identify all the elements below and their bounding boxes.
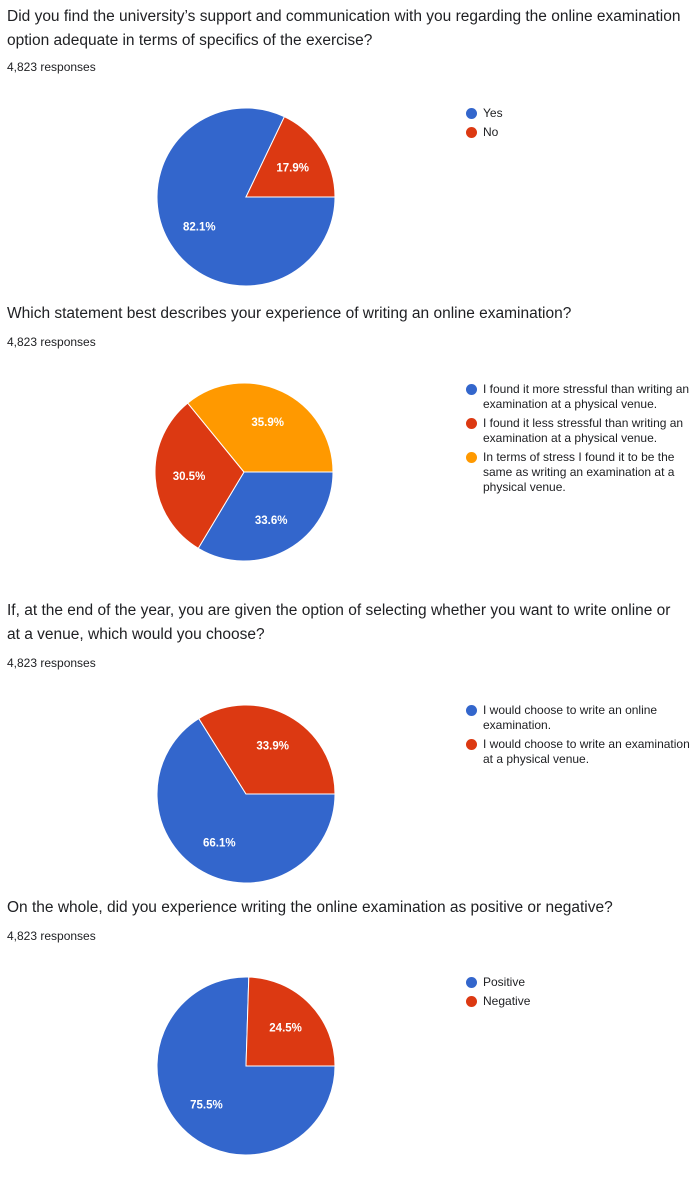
legend-item[interactable]: I would choose to write an online examin… (466, 703, 696, 733)
chart-section-2: Which statement best describes your expe… (0, 0, 700, 570)
slice-label: 24.5% (269, 1023, 302, 1035)
legend-color-dot (466, 452, 477, 463)
legend-item[interactable]: I found it more stressful than writing a… (466, 382, 696, 412)
response-count: 4,823 responses (7, 335, 96, 349)
chart-section-3: If, at the end of the year, you are give… (7, 602, 696, 884)
legend-color-dot (466, 705, 477, 716)
pie-chart: 82.1% 17.9% (156, 107, 336, 287)
legend-color-dot (466, 384, 477, 395)
question-title: Which statement best describes your expe… (7, 305, 572, 322)
legend-item[interactable]: Positive (466, 975, 696, 990)
pie-slice[interactable] (186, 382, 334, 473)
pie-slice[interactable] (156, 717, 336, 884)
legend-label: No (483, 125, 499, 139)
legend-label: Yes (483, 106, 503, 120)
question-title: On the whole, did you experience writing… (7, 899, 613, 916)
question-title: If, at the end of the year, you are give… (7, 602, 671, 643)
slice-label: 66.1% (203, 837, 236, 849)
response-count: 4,823 responses (7, 656, 96, 670)
slice-label: 75.5% (190, 1099, 223, 1111)
legend-label: I would choose to write an online examin… (483, 703, 658, 732)
pie-chart: 33.6% 30.5% 35.9% (154, 382, 334, 562)
legend-item[interactable]: I found it less stressful than writing a… (466, 416, 696, 446)
legend-color-dot (466, 739, 477, 750)
legend-label: I found it less stressful than writing a… (483, 416, 684, 445)
chart-legend: I found it more stressful than writing a… (466, 382, 696, 499)
legend-label: I found it more stressful than writing a… (483, 382, 690, 411)
pie-slice[interactable] (198, 704, 336, 795)
slice-label: 82.1% (183, 221, 216, 233)
chart-legend: Yes No (466, 106, 696, 144)
pie-chart: 66.1% 33.9% (156, 704, 336, 884)
legend-color-dot (466, 108, 477, 119)
legend-item[interactable]: Negative (466, 994, 696, 1009)
legend-label: In terms of stress I found it to be the … (483, 450, 675, 494)
slice-label: 33.6% (255, 515, 288, 527)
legend-item[interactable]: No (466, 125, 696, 140)
chart-legend: I would choose to write an online examin… (466, 703, 696, 771)
legend-label: Positive (483, 975, 526, 989)
legend-color-dot (466, 977, 477, 988)
pie-slice[interactable] (245, 976, 336, 1067)
response-count: 4,823 responses (7, 929, 96, 943)
pie-slice[interactable] (197, 471, 334, 562)
legend-color-dot (466, 418, 477, 429)
pie-slice[interactable] (154, 402, 245, 550)
slice-label: 35.9% (251, 417, 284, 429)
slice-label: 33.9% (256, 741, 289, 753)
slice-label: 17.9% (276, 163, 309, 175)
legend-color-dot (466, 127, 477, 138)
chart-section-1: Did you find the university’s support an… (0, 0, 700, 287)
legend-item[interactable]: In terms of stress I found it to be the … (466, 450, 696, 495)
legend-item[interactable]: Yes (466, 106, 696, 121)
chart-legend: Positive Negative (466, 975, 696, 1013)
slice-label: 30.5% (173, 471, 206, 483)
legend-label: I would choose to write an examination a… (483, 737, 690, 766)
legend-label: Negative (483, 994, 531, 1008)
legend-item[interactable]: I would choose to write an examination a… (466, 737, 696, 767)
question-title: Did you find the university’s support an… (7, 8, 681, 49)
pie-slice[interactable] (245, 116, 336, 198)
legend-color-dot (466, 996, 477, 1007)
response-count: 4,823 responses (7, 60, 96, 74)
